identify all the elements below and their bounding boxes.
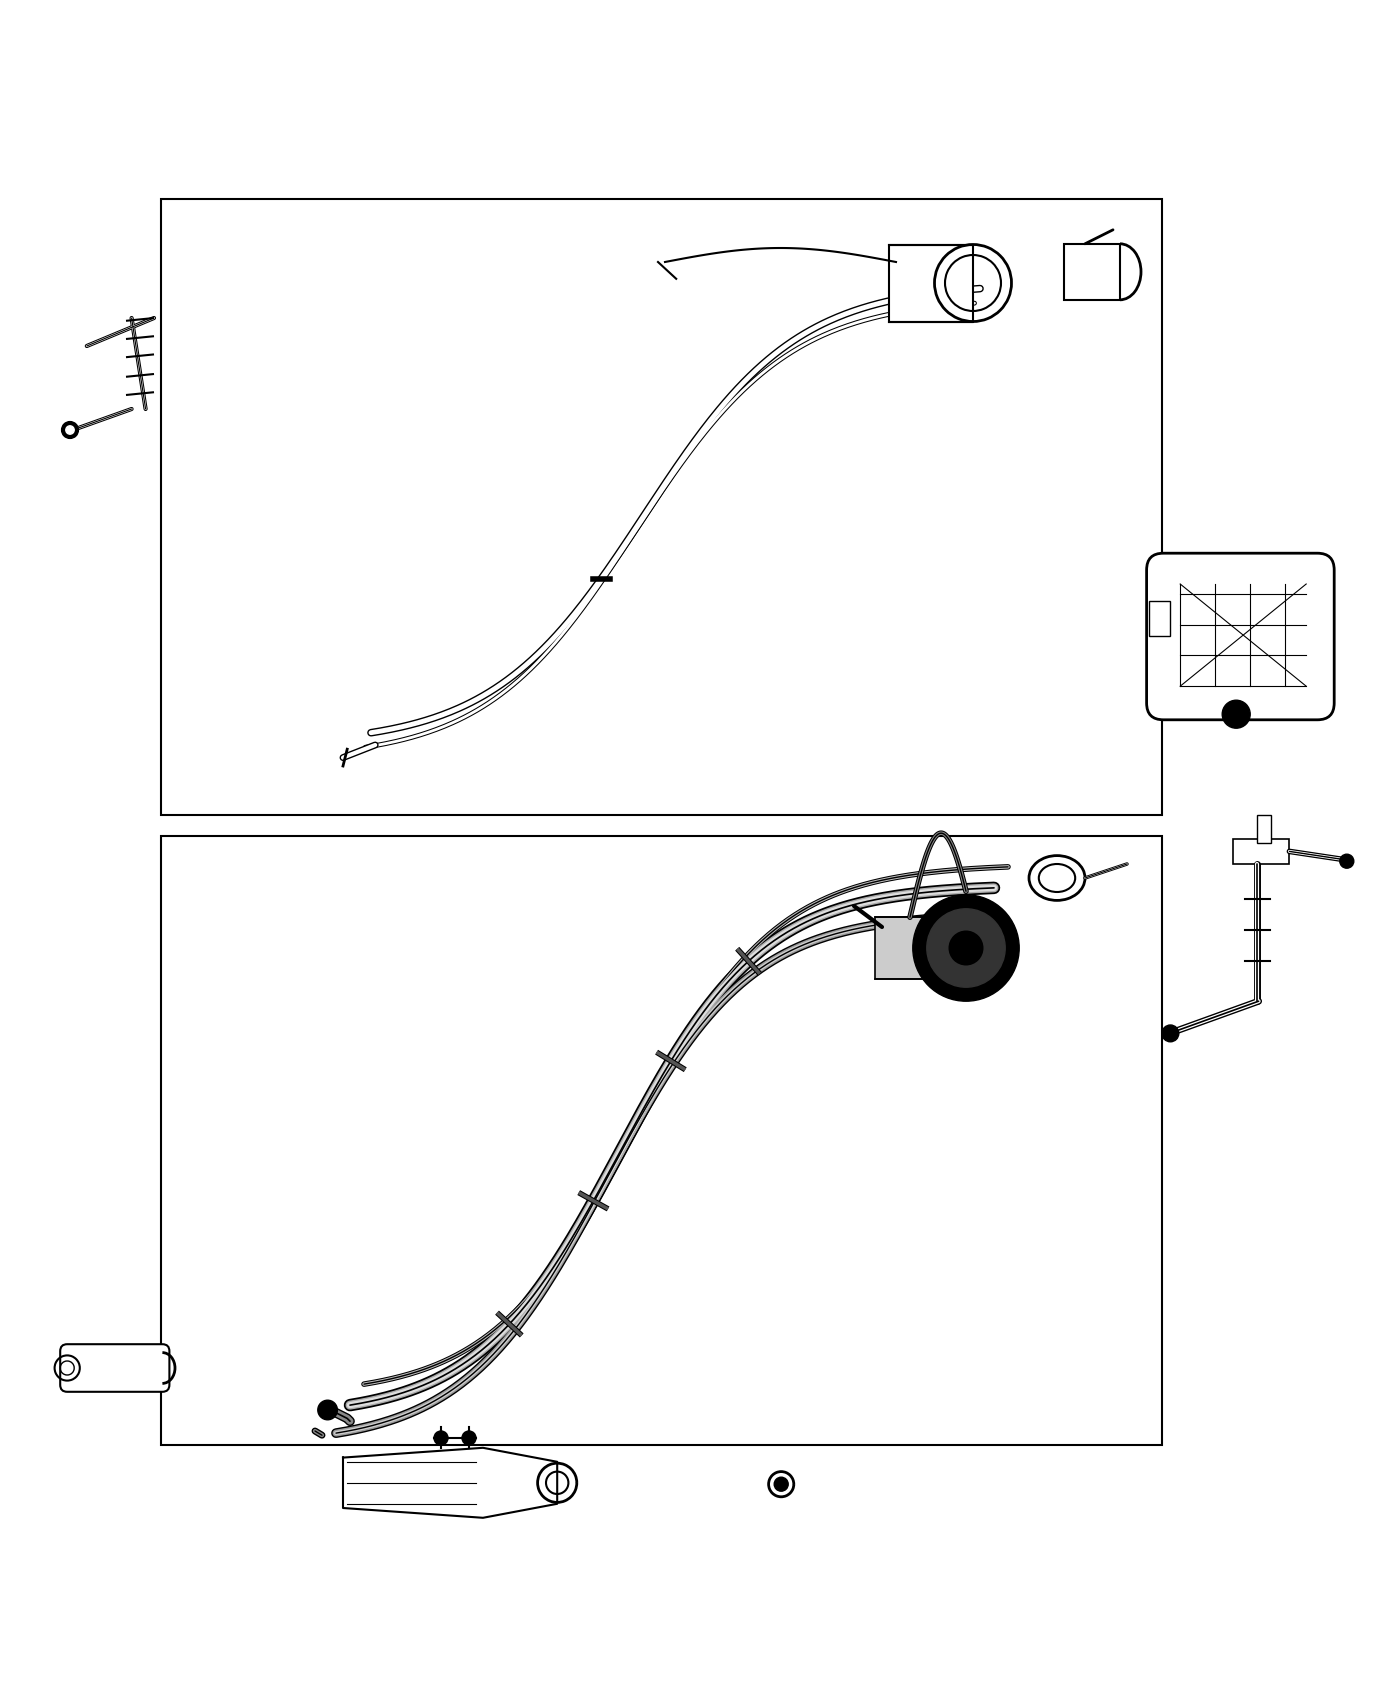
- Bar: [875, 918, 966, 979]
- Bar: [161, 836, 1162, 1445]
- Circle shape: [913, 894, 1019, 1001]
- Circle shape: [774, 1477, 788, 1491]
- Circle shape: [949, 932, 983, 966]
- Circle shape: [66, 425, 74, 434]
- Circle shape: [927, 910, 1005, 988]
- Circle shape: [318, 1401, 337, 1420]
- Circle shape: [434, 1431, 448, 1445]
- FancyBboxPatch shape: [60, 1345, 169, 1392]
- Circle shape: [62, 422, 78, 439]
- Bar: [161, 199, 1162, 814]
- Circle shape: [1162, 1025, 1179, 1042]
- Polygon shape: [343, 1448, 557, 1518]
- Bar: [1233, 838, 1289, 864]
- Bar: [1149, 600, 1170, 636]
- Bar: [1064, 243, 1120, 299]
- Circle shape: [462, 1431, 476, 1445]
- Circle shape: [1222, 700, 1250, 728]
- Bar: [889, 245, 973, 323]
- Bar: [1257, 814, 1271, 843]
- Circle shape: [1340, 853, 1354, 869]
- FancyBboxPatch shape: [1147, 552, 1334, 719]
